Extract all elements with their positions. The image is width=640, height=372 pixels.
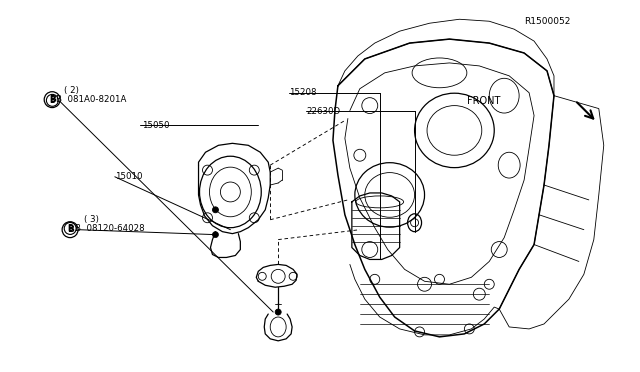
Text: ( 2): ( 2)	[64, 86, 79, 94]
Text: B: B	[49, 95, 56, 104]
Text: ( 3): ( 3)	[84, 215, 99, 224]
Circle shape	[275, 309, 281, 315]
Text: B  08120-64028: B 08120-64028	[75, 224, 144, 233]
Text: 22630D: 22630D	[306, 107, 340, 116]
Text: B: B	[49, 96, 55, 105]
Text: 15010: 15010	[115, 172, 142, 181]
Text: 15050: 15050	[141, 121, 169, 129]
Text: B: B	[67, 224, 73, 233]
Text: 15208: 15208	[289, 89, 317, 97]
Circle shape	[212, 207, 218, 213]
Text: FRONT: FRONT	[467, 96, 500, 106]
Text: B: B	[67, 225, 74, 234]
Text: R1500052: R1500052	[524, 17, 570, 26]
Text: B  081A0-8201A: B 081A0-8201A	[56, 95, 126, 104]
Circle shape	[212, 232, 218, 238]
